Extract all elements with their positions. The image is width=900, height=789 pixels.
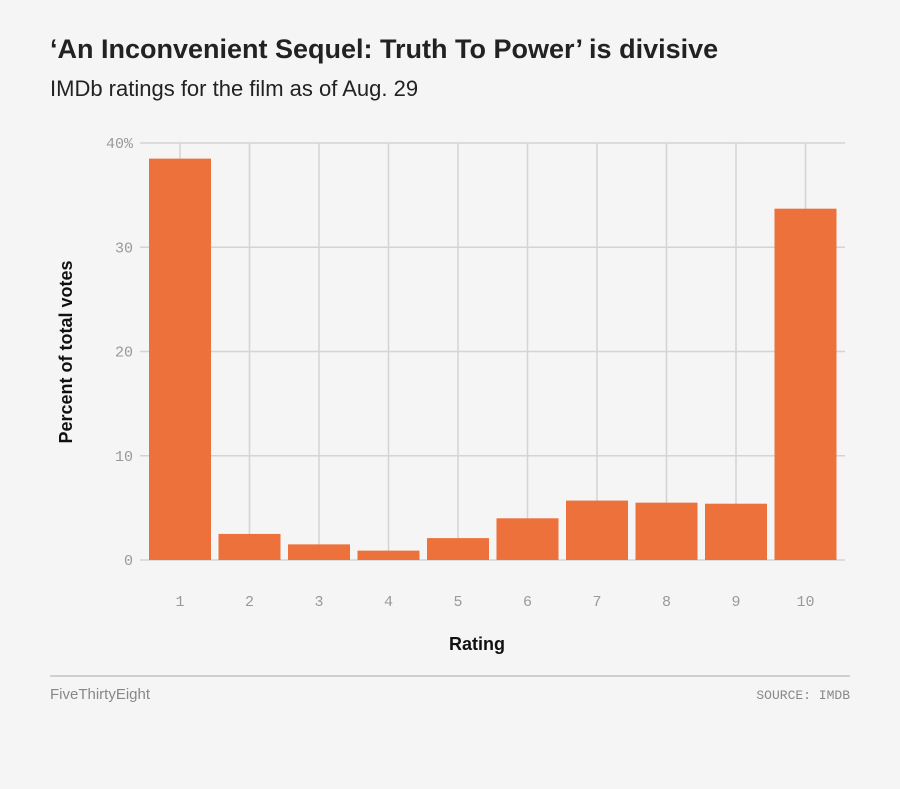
bar-chart: 0 10 20 30 40% 1 2 3 4 5 6 7 8 9 10 Percent of total v… xyxy=(56,136,845,654)
x-tick-label: 5 xyxy=(453,594,462,611)
chart-subtitle: IMDb ratings for the film as of Aug. 29 xyxy=(50,76,419,101)
x-tick-label: 2 xyxy=(245,594,254,611)
x-axis-label: Rating xyxy=(449,634,505,654)
y-tick-label: 30 xyxy=(115,240,133,257)
x-tick-label: 6 xyxy=(523,594,532,611)
bar-rating-5 xyxy=(427,538,489,560)
bar-rating-7 xyxy=(566,500,628,560)
bar-rating-1 xyxy=(149,158,211,560)
footer-divider xyxy=(50,675,850,677)
x-tick-label: 1 xyxy=(175,594,184,611)
bar-rating-8 xyxy=(635,502,698,560)
y-tick-label: 20 xyxy=(115,345,133,362)
x-tick-label: 10 xyxy=(796,594,814,611)
y-tick-label: 40% xyxy=(106,136,134,153)
y-tick-label: 10 xyxy=(115,449,133,466)
bar-layer xyxy=(149,158,837,561)
grid-layer xyxy=(140,142,845,561)
footer-brand: FiveThirtyEight xyxy=(50,686,151,703)
footer-source: SOURCE: IMDB xyxy=(756,688,850,703)
x-tick-label: 8 xyxy=(662,594,671,611)
tick-layer: 0 10 20 30 40% 1 2 3 4 5 6 7 8 9 10 xyxy=(106,136,815,611)
x-tick-label: 4 xyxy=(384,594,393,611)
bar-rating-6 xyxy=(496,518,559,560)
bar-rating-4 xyxy=(357,550,420,560)
x-tick-label: 9 xyxy=(731,594,740,611)
y-axis-label: Percent of total votes xyxy=(56,260,76,443)
chart-title: ‘An Inconvenient Sequel: Truth To Power’… xyxy=(50,34,719,64)
bar-rating-3 xyxy=(288,544,350,560)
bar-rating-9 xyxy=(705,503,767,560)
bar-rating-2 xyxy=(218,533,281,560)
y-tick-label: 0 xyxy=(124,553,133,570)
x-tick-label: 3 xyxy=(314,594,323,611)
bar-rating-10 xyxy=(774,208,837,561)
x-tick-label: 7 xyxy=(592,594,601,611)
